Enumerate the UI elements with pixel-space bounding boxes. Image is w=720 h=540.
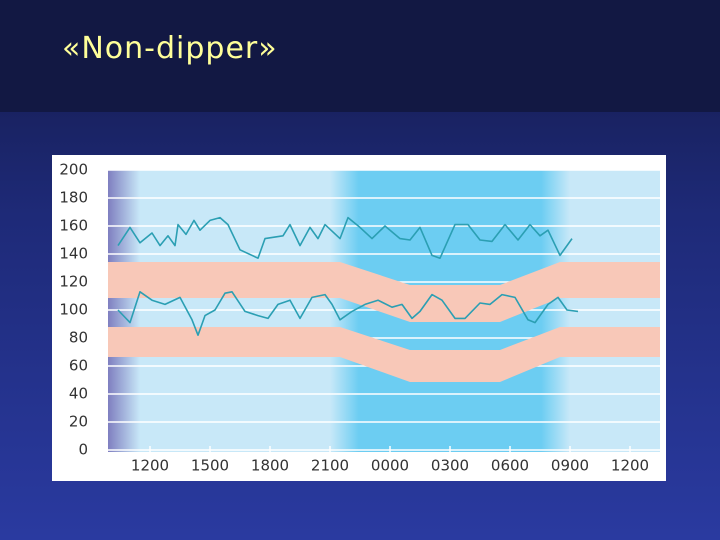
- y-tick-label: 0: [78, 441, 88, 459]
- y-tick-label: 20: [69, 413, 88, 431]
- x-tick-label: 0300: [431, 457, 469, 475]
- x-tick-label: 0000: [371, 457, 409, 475]
- y-tick-label: 80: [69, 329, 88, 347]
- series-line: [117, 216, 573, 259]
- y-tick-label: 160: [59, 217, 88, 235]
- title-bar: [0, 0, 720, 112]
- y-tick-label: 140: [59, 245, 88, 263]
- x-tick-label: 1200: [131, 457, 169, 475]
- x-tick-label: 1200: [611, 457, 649, 475]
- x-tick-label: 0600: [491, 457, 529, 475]
- diastolic-range: [108, 327, 660, 382]
- x-tick-label: 1500: [191, 457, 229, 475]
- x-tick-label: 0900: [551, 457, 589, 475]
- y-tick-label: 200: [59, 161, 88, 179]
- left-strip: [108, 170, 140, 452]
- y-tick-label: 180: [59, 189, 88, 207]
- x-tick-label: 2100: [311, 457, 349, 475]
- x-tick-label: 1800: [251, 457, 289, 475]
- slide-title: «Non-dipper»: [62, 31, 278, 66]
- y-tick-label: 120: [59, 273, 88, 291]
- systolic-range: [108, 262, 660, 322]
- y-tick-label: 100: [59, 301, 88, 319]
- y-tick-label: 40: [69, 385, 88, 403]
- series-line: [117, 291, 579, 336]
- y-tick-label: 60: [69, 357, 88, 375]
